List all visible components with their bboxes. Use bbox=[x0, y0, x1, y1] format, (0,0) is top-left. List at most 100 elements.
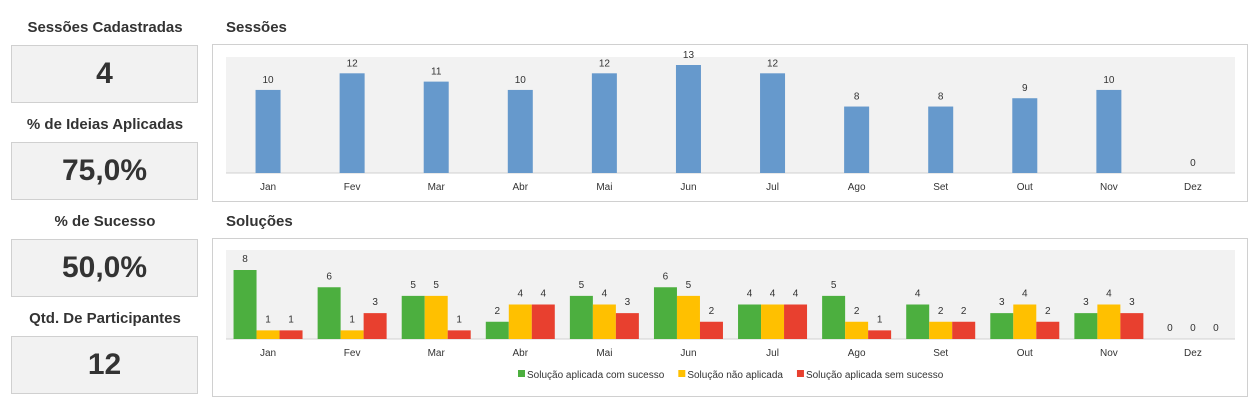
x-tick-label-set: Set bbox=[933, 348, 948, 359]
x-tick-label-ago: Ago bbox=[848, 348, 866, 359]
x-tick-label-jul: Jul bbox=[766, 348, 779, 359]
legend-label-1: Solução aplicada com sucesso bbox=[527, 370, 665, 381]
data-label-mai: 12 bbox=[599, 58, 611, 69]
bar-jan-series-2 bbox=[256, 330, 280, 339]
x-tick-label-out: Out bbox=[1017, 182, 1033, 193]
solucoes-chart: 8 1 1 Jan 6 1 3 Fev 5 5 1 Mar 2 4 4 Abr 5 4 3 Mai 6 5 2 Jun 4 4 4 J… bbox=[226, 250, 1235, 381]
kpi-sucesso-value: 50,0% bbox=[11, 239, 198, 297]
sessoes-chart-title: Sessões bbox=[226, 19, 287, 36]
data-label-fev-series-1: 6 bbox=[326, 271, 332, 282]
data-label-nov-series-1: 3 bbox=[1083, 297, 1089, 308]
x-tick-label-fev: Fev bbox=[344, 348, 361, 359]
kpi-sessoes-value: 4 bbox=[11, 45, 198, 103]
bar-nov bbox=[1096, 89, 1122, 173]
plot-area bbox=[226, 57, 1235, 173]
kpi-sucesso-label: % de Sucesso bbox=[54, 213, 156, 230]
bar-nov-series-2 bbox=[1097, 304, 1121, 339]
bar-set-series-1 bbox=[906, 304, 930, 339]
bar-mar-series-2 bbox=[424, 295, 448, 339]
bar-mai bbox=[591, 73, 617, 173]
sessoes-chart: 10 Jan 12 Fev 11 Mar 10 Abr 12 Mai 13 Jun 12 Jul 8 Ago 8… bbox=[226, 50, 1235, 193]
bar-mar bbox=[423, 81, 449, 173]
x-tick-label-jun: Jun bbox=[680, 348, 696, 359]
bar-set-series-3 bbox=[952, 321, 976, 339]
bar-jan bbox=[255, 89, 281, 173]
data-label-set: 8 bbox=[938, 92, 944, 103]
x-tick-label-jan: Jan bbox=[260, 348, 276, 359]
sessoes-chart-panel: 10 Jan 12 Fev 11 Mar 10 Abr 12 Mai 13 Jun 12 Jul 8 Ago 8… bbox=[212, 44, 1248, 202]
data-label-dez: 0 bbox=[1190, 158, 1196, 169]
data-label-mar-series-1: 5 bbox=[410, 280, 416, 291]
bar-jan-series-1 bbox=[233, 270, 257, 339]
bar-abr-series-3 bbox=[531, 304, 555, 339]
x-tick-label-mar: Mar bbox=[428, 348, 446, 359]
data-label-jan-series-2: 1 bbox=[265, 314, 271, 325]
x-tick-label-jun: Jun bbox=[680, 182, 696, 193]
bar-jun-series-1 bbox=[653, 287, 677, 339]
bar-mai-series-3 bbox=[615, 313, 639, 339]
bar-jan-series-3 bbox=[279, 330, 303, 339]
bar-fev bbox=[339, 73, 365, 173]
data-label-jan-series-3: 1 bbox=[288, 314, 294, 325]
bar-jun bbox=[675, 65, 701, 173]
data-label-set-series-1: 4 bbox=[915, 289, 921, 300]
x-tick-label-mar: Mar bbox=[428, 182, 446, 193]
data-label-abr-series-1: 2 bbox=[495, 306, 501, 317]
bar-jun-series-3 bbox=[699, 321, 723, 339]
bar-mar-series-3 bbox=[447, 330, 471, 339]
x-tick-label-out: Out bbox=[1017, 348, 1033, 359]
solucoes-chart-panel: 8 1 1 Jan 6 1 3 Fev 5 5 1 Mar 2 4 4 Abr 5 4 3 Mai 6 5 2 Jun 4 4 4 J… bbox=[212, 238, 1248, 397]
bar-abr-series-1 bbox=[485, 321, 509, 339]
bar-jun-series-2 bbox=[676, 295, 700, 339]
data-label-out-series-3: 2 bbox=[1045, 306, 1051, 317]
data-label-ago-series-1: 5 bbox=[831, 280, 837, 291]
kpi-ideias-label: % de Ideias Aplicadas bbox=[26, 116, 184, 133]
bar-jul-series-3 bbox=[784, 304, 808, 339]
data-label-jun-series-2: 5 bbox=[686, 280, 692, 291]
kpi-ideias-value: 75,0% bbox=[11, 142, 198, 200]
legend-label-3: Solução aplicada sem sucesso bbox=[806, 370, 944, 381]
data-label-jul-series-1: 4 bbox=[747, 289, 753, 300]
x-tick-label-abr: Abr bbox=[513, 348, 529, 359]
bar-ago-series-3 bbox=[868, 330, 892, 339]
data-label-fev: 12 bbox=[347, 58, 359, 69]
data-label-out: 9 bbox=[1022, 83, 1028, 94]
bar-out-series-3 bbox=[1036, 321, 1060, 339]
legend-label-2: Solução não aplicada bbox=[687, 370, 783, 381]
x-tick-label-fev: Fev bbox=[344, 182, 361, 193]
legend-swatch-3 bbox=[796, 370, 804, 377]
bar-fev-series-1 bbox=[317, 287, 341, 339]
data-label-abr-series-2: 4 bbox=[518, 289, 524, 300]
bar-mai-series-1 bbox=[569, 295, 593, 339]
kpi-sessoes-label: Sessões Cadastradas bbox=[27, 19, 183, 36]
data-label-fev-series-3: 3 bbox=[372, 297, 378, 308]
data-label-jan: 10 bbox=[262, 75, 274, 86]
data-label-set-series-3: 2 bbox=[961, 306, 967, 317]
x-tick-label-jan: Jan bbox=[260, 182, 276, 193]
data-label-out-series-1: 3 bbox=[999, 297, 1005, 308]
bar-out bbox=[1012, 98, 1038, 173]
data-label-nov-series-3: 3 bbox=[1129, 297, 1135, 308]
solucoes-chart-title: Soluções bbox=[226, 213, 293, 230]
data-label-nov: 10 bbox=[1103, 75, 1115, 86]
data-label-ago-series-3: 1 bbox=[877, 314, 883, 325]
bar-fev-series-2 bbox=[340, 330, 364, 339]
data-label-jun-series-3: 2 bbox=[709, 306, 715, 317]
bar-jul-series-2 bbox=[761, 304, 785, 339]
data-label-jul: 12 bbox=[767, 58, 779, 69]
data-label-ago: 8 bbox=[854, 92, 860, 103]
data-label-fev-series-2: 1 bbox=[349, 314, 355, 325]
data-label-jun-series-1: 6 bbox=[663, 271, 669, 282]
data-label-mar: 11 bbox=[431, 67, 442, 78]
x-tick-label-ago: Ago bbox=[848, 182, 866, 193]
bar-out-series-1 bbox=[990, 313, 1014, 339]
data-label-mai-series-3: 3 bbox=[625, 297, 631, 308]
bar-jul bbox=[760, 73, 786, 173]
bar-abr bbox=[507, 89, 533, 173]
data-label-abr-series-3: 4 bbox=[541, 289, 547, 300]
kpi-participantes-value: 12 bbox=[11, 336, 198, 394]
x-tick-label-set: Set bbox=[933, 182, 948, 193]
data-label-nov-series-2: 4 bbox=[1106, 289, 1112, 300]
data-label-mar-series-2: 5 bbox=[433, 280, 439, 291]
data-label-abr: 10 bbox=[515, 75, 527, 86]
